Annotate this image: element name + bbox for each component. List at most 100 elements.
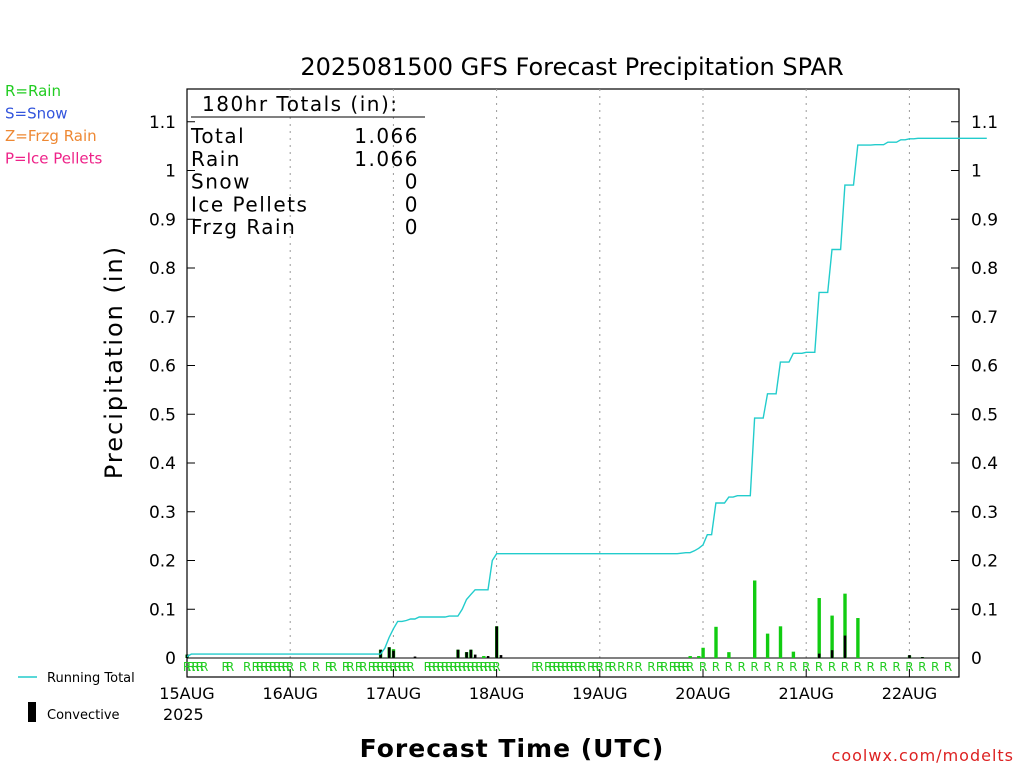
ptype-marker: R [389,660,397,674]
ptype-marker: R [475,660,483,674]
x-tick-label: 20AUG [675,684,730,703]
y-tick-label-left: 0.5 [149,405,176,425]
ptype-marker: R [467,660,475,674]
ptype-marker: R [617,660,625,674]
totals-row-label: Frzg Rain [191,215,296,239]
ptype-marker: R [673,660,681,674]
totals-row-label: Ice Pellets [191,192,308,216]
ptype-marker: R [879,660,887,674]
y-tick-label-right: 0.9 [971,210,998,230]
convective-bar [843,635,847,658]
ptype-marker: R [346,660,354,674]
y-tick-label-left: 0.3 [149,503,176,523]
ptype-marker: R [394,660,402,674]
ptype-marker: R [277,660,285,674]
ptype-marker: R [828,660,836,674]
ptype-marker: R [531,660,539,674]
convective-legend-label: Convective [47,708,120,723]
rain-bar [753,580,757,658]
convective-bars [185,626,924,658]
ptype-marker: R [867,660,875,674]
y-tick-label-right: 1 [971,162,982,182]
ptype-marker: R [725,660,733,674]
ptype-marker: R [815,660,823,674]
totals-box: 180hr Totals (in): Total 1.066 Rain 1.066 Sn… [190,92,425,239]
convective-bar [921,657,924,658]
ptype-marker: R [634,660,642,674]
ptype-marker: R [269,660,277,674]
watermark: coolwx.com/modelts [832,746,1014,765]
ptype-marker: R [342,660,350,674]
ptype-marker: R [609,660,617,674]
ptype-marker: R [183,660,191,674]
ptype-marker: R [454,660,462,674]
ptype-marker: R [445,660,453,674]
rain-bar [778,626,783,658]
y-axis-title: Precipitation (in) [100,245,128,479]
y-tick-label-left: 0.4 [149,454,176,474]
convective-legend-swatch [28,702,36,722]
ptype-marker: R [553,660,561,674]
ptype-marker: R [368,660,376,674]
rain-bar [701,647,705,658]
running-total-legend-label: Running Total [47,671,135,686]
ptype-marker: R [591,660,599,674]
ptype-marker: R [222,660,230,674]
rain-bar [727,652,731,658]
rain-bar [697,656,701,658]
convective-bar [473,654,477,658]
y-tick-label-left: 0 [165,649,176,669]
y-tick-label-left: 0.2 [149,552,176,572]
ptype-marker: R [187,660,195,674]
convective-bar [908,655,911,658]
rain-bar [482,656,486,658]
y-tick-label-left: 0.9 [149,210,176,230]
ptype-marker: R [282,660,290,674]
y-tick-label-left: 0.7 [149,308,176,328]
ptype-marker: R [566,660,574,674]
totals-row-value: 1.066 [354,147,419,171]
totals-row-value: 0 [405,170,419,194]
ptype-marker: R [385,660,393,674]
convective-bar [495,626,498,658]
chart-title: 2025081500 GFS Forecast Precipitation SP… [300,53,843,81]
ptype-marker: R [712,660,720,674]
ptype-marker: R [488,660,496,674]
convective-bar [465,652,468,658]
ptype-marker: R [535,660,543,674]
year-label: 2025 [163,705,204,724]
totals-header: 180hr Totals (in): [202,92,399,116]
totals-row-label: Total [190,124,245,148]
ptype-marker: R [260,660,268,674]
x-tick-label: 17AUG [366,684,421,703]
convective-bar [392,650,395,658]
running-total-series [186,137,987,658]
x-tick-label: 18AUG [469,684,524,703]
ptype-marker: R [647,660,655,674]
ptype-marker: R [669,660,677,674]
ptype-marker: R [406,660,414,674]
ptype-marker: R [402,660,410,674]
ptype-marker: R [458,660,466,674]
ptype-marker: R [596,660,604,674]
x-tick-label: 19AUG [572,684,627,703]
ptype-marker: R [699,660,707,674]
ptype-marker: R [480,660,488,674]
ptype-legend: R=Rain S=Snow Z=Frzg Rain P=Ice Pellets [5,82,102,168]
ptype-marker: R [905,660,913,674]
convective-bar [456,649,460,658]
ptype-marker: R [660,660,668,674]
ptype-marker: R [802,660,810,674]
y-tick-label-right: 0.7 [971,308,998,328]
ptype-marker: R [587,660,595,674]
totals-row-value: 0 [405,215,419,239]
ptype-marker: R [738,660,746,674]
ptype-marker: R [944,660,952,674]
ptype-marker: R [682,660,690,674]
ptype-marker: R [626,660,634,674]
ptype-legend-item: S=Snow [5,105,68,123]
y-tick-label-right: 0.2 [971,552,998,572]
ptype-marker: R [381,660,389,674]
totals-rows: Total 1.066 Rain 1.066 Snow 0 Ice Pellets 0 Frzg… [190,124,419,239]
